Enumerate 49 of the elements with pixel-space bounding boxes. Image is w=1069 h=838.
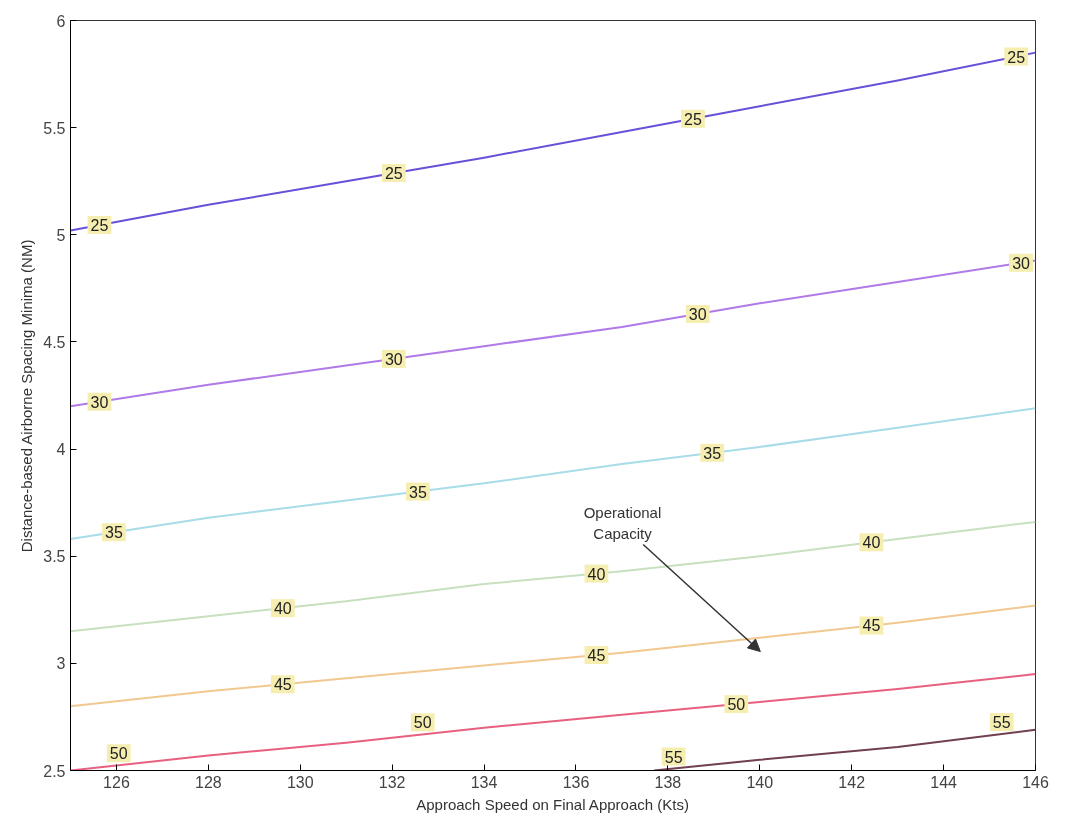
y-tick-label: 5.5 [43,119,66,137]
y-tick-label: 2.5 [43,762,66,780]
series-label: 25 [1007,48,1026,66]
annotation: Operational Capacity [583,504,662,542]
x-tick-label: 126 [103,773,130,791]
x-axis-title: Approach Speed on Final Approach (Kts) [416,795,689,813]
y-tick-label: 5 [56,226,66,244]
y-tick-label: 6 [56,12,66,30]
text: 40 [862,534,881,552]
x-tick-label: 136 [562,773,590,791]
text: 55 [664,748,683,766]
text: 35 [409,483,427,501]
line-series [70,259,1036,408]
text: 35 [105,524,123,542]
line-series [70,604,1036,708]
text: 30 [90,393,109,411]
y-tick-label: 3 [56,655,66,673]
series-label: 40 [587,565,606,583]
series-label: 55 [992,713,1011,731]
y-tick-label: 3.5 [43,548,66,566]
series-label: 50 [727,696,746,714]
text: 40 [273,600,292,618]
x-tick-label: 142 [838,773,866,791]
text: 25 [384,165,403,183]
series-label: 35 [703,444,722,462]
text: 30 [1012,254,1030,272]
line-series [70,51,1036,232]
y-tick-label: 4 [56,441,66,459]
text: 25 [684,110,702,128]
text: 50 [413,714,432,732]
x-tick-label: 130 [286,773,314,791]
x-tick-label: 138 [654,773,682,791]
line-series [70,520,1036,633]
series-label: 30 [688,305,707,323]
line-series [653,728,1036,771]
x-tick-label: 128 [195,773,222,791]
y-tick-label: 4.5 [43,333,66,351]
series-label: 45 [587,647,606,665]
x-tick-label: 132 [378,773,406,791]
x-tick-label: 140 [746,773,774,791]
text: 45 [862,617,881,635]
text: 45 [273,676,292,694]
text: 50 [109,745,128,763]
y-axis-title: Distance-based Airborne Spacing Minima (NM) [18,239,36,553]
x-tick-label: 134 [470,773,498,791]
x-tick-label: 144 [930,773,958,791]
text: 30 [384,350,403,368]
text: 25 [90,217,109,235]
x-tick-label: 146 [1022,773,1049,791]
